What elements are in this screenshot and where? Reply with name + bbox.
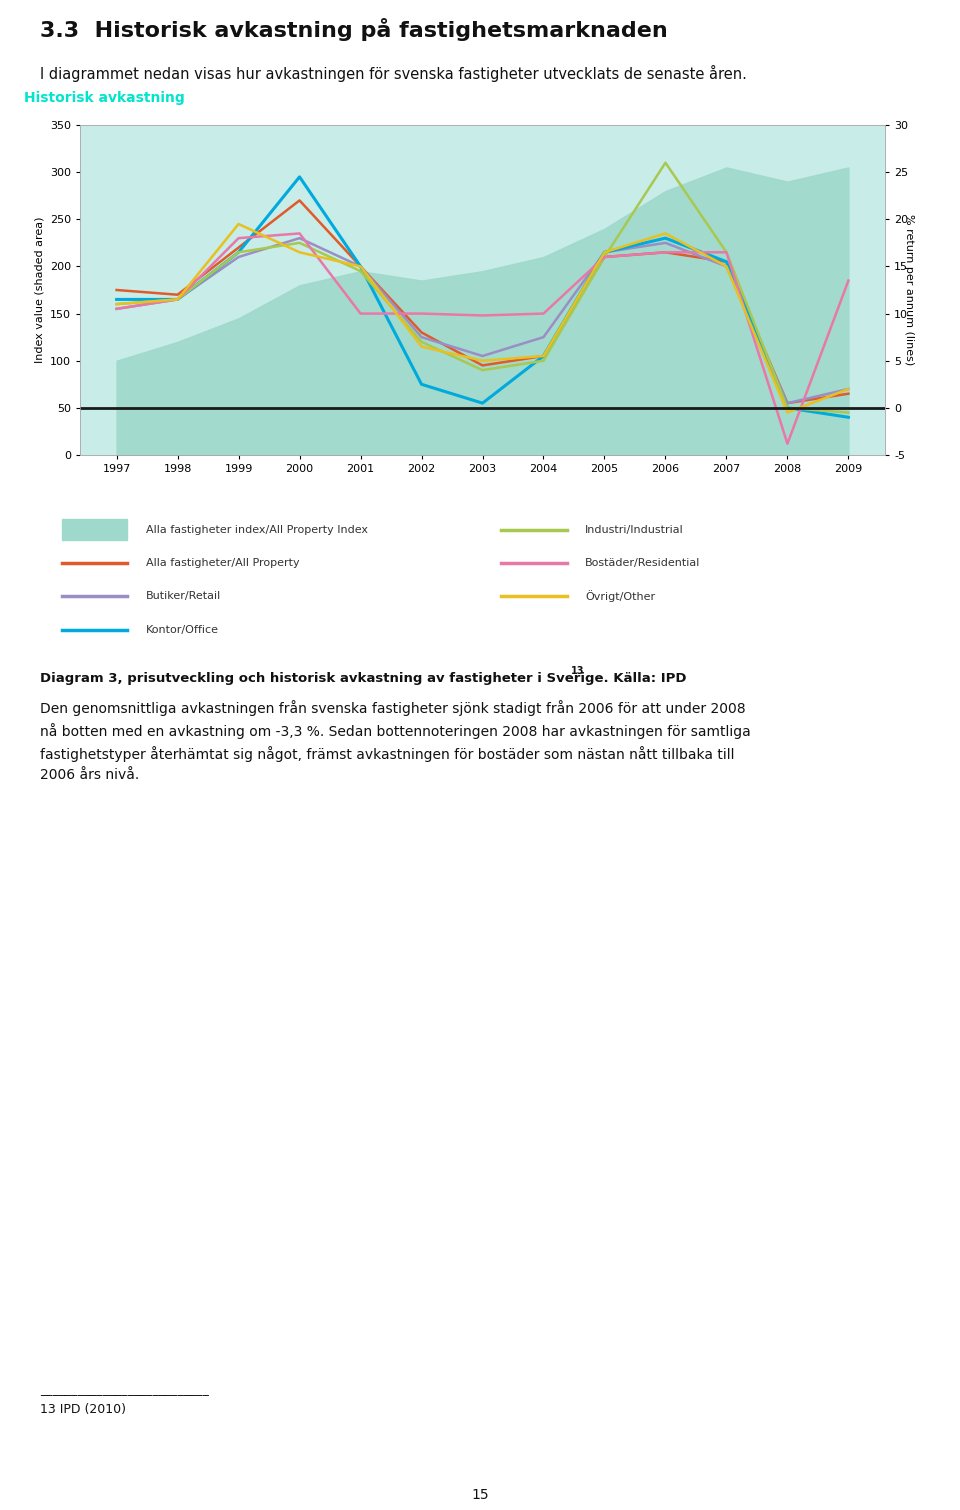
Text: ___________________________: ___________________________ xyxy=(40,1383,209,1395)
Text: I diagrammet nedan visas hur avkastningen för svenska fastigheter utvecklats de : I diagrammet nedan visas hur avkastninge… xyxy=(40,65,747,82)
Y-axis label: Index value (shaded area): Index value (shaded area) xyxy=(35,217,44,364)
Bar xyxy=(61,519,127,539)
Text: Den genomsnittliga avkastningen från svenska fastigheter sjönk stadigt från 2006: Den genomsnittliga avkastningen från sve… xyxy=(40,701,751,782)
Text: Alla fastigheter index/All Property Index: Alla fastigheter index/All Property Inde… xyxy=(146,524,368,535)
Text: Bostäder/Residential: Bostäder/Residential xyxy=(586,559,701,568)
Text: Historisk avkastning: Historisk avkastning xyxy=(24,91,185,106)
Text: 13 IPD (2010): 13 IPD (2010) xyxy=(40,1403,127,1415)
Text: Kontor/Office: Kontor/Office xyxy=(146,625,219,634)
Text: 15: 15 xyxy=(471,1487,489,1502)
Y-axis label: % return per annum (lines): % return per annum (lines) xyxy=(903,214,914,365)
Text: 3.3  Historisk avkastning på fastighetsmarknaden: 3.3 Historisk avkastning på fastighetsma… xyxy=(40,18,668,41)
Text: Alla fastigheter/All Property: Alla fastigheter/All Property xyxy=(146,559,300,568)
Text: Diagram 3, prisutveckling och historisk avkastning av fastigheter i Sverige. Käl: Diagram 3, prisutveckling och historisk … xyxy=(40,672,686,686)
Text: Historical performance: Historical performance xyxy=(761,91,941,106)
Text: Butiker/Retail: Butiker/Retail xyxy=(146,592,221,601)
Text: Övrigt/Other: Övrigt/Other xyxy=(586,590,656,602)
Text: 13: 13 xyxy=(571,666,585,676)
Text: Industri/Industrial: Industri/Industrial xyxy=(586,524,684,535)
